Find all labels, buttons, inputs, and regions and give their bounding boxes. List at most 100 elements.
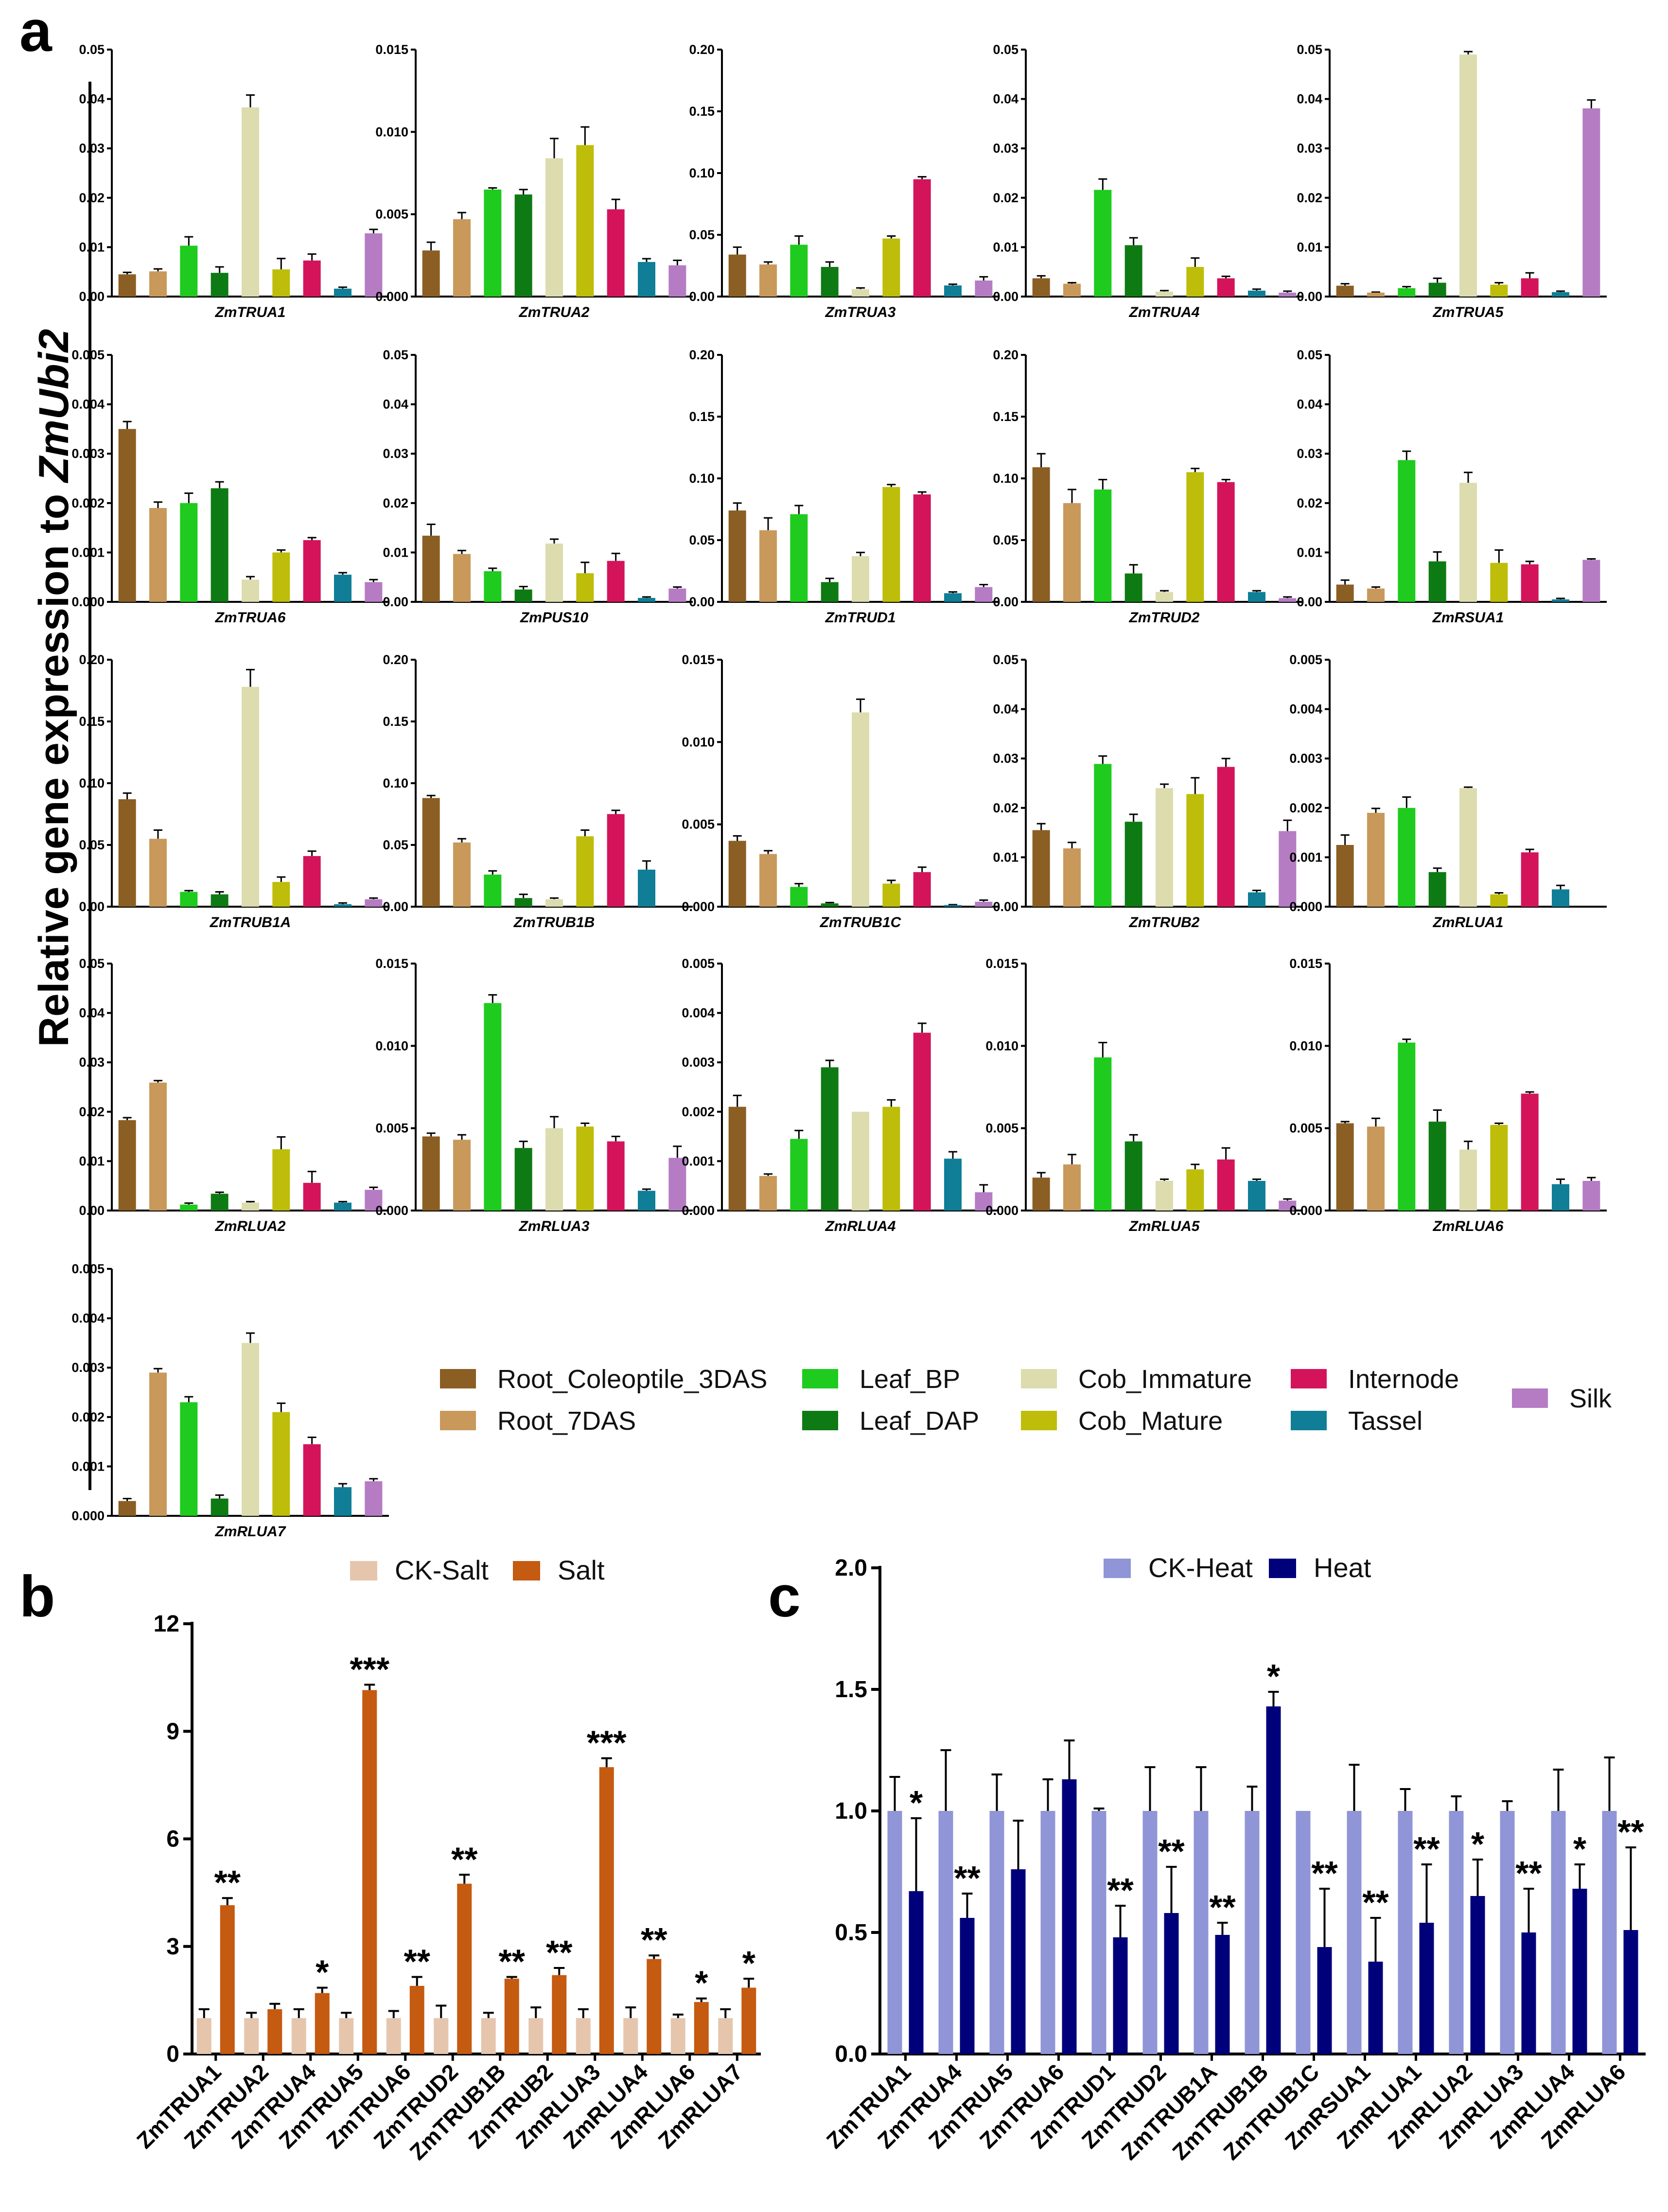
y-tick-label: 0.010 [682,735,715,749]
bar-Cob_Mature [272,882,290,907]
bar-Heat [1317,1947,1332,2054]
y-tick-label: 0.00 [1297,289,1322,304]
y-tick-label: 0.03 [79,1055,105,1070]
y-tick-label: 0.03 [79,141,105,156]
bar-Internode [1217,278,1235,297]
y-tick-label: 0.004 [71,1311,105,1326]
panel-b-salt-chart: 036912**ZmTRUA1ZmTRUA2*ZmTRUA4***ZmTRUA5… [132,1555,761,2165]
y-tick-label: 0.02 [993,801,1018,815]
y-tick-label: 0.000 [71,595,105,609]
group-ZmTRUA1: *ZmTRUA1 [822,1776,924,2153]
bar-Leaf_BP [1094,1057,1112,1211]
legend-item-Cob_Mature: Cob_Mature [1021,1406,1223,1436]
legend-item-Leaf_DAP: Leaf_DAP [802,1406,979,1436]
y-tick-label: 0.00 [993,899,1018,914]
bar-Root_Coleoptile_3DAS [422,798,440,907]
bar-Salt [457,1883,472,2054]
bar-Cob_Immature [1459,788,1477,907]
y-tick-label: 0.00 [79,899,105,914]
bar-Root_7DAS [759,264,777,297]
legend-swatch [513,1561,540,1580]
y-tick-label: 12 [154,1611,179,1637]
y-tick-label: 0.0 [835,2041,867,2067]
bar-Root_7DAS [453,1140,471,1211]
bar-Internode [607,1141,625,1211]
significance-mark: ** [1617,1813,1644,1851]
gene-label: ZmTRUA2 [518,304,589,320]
gene-label: ZmRLUA2 [214,1218,285,1234]
bar-Cob_Immature [242,686,259,907]
bar-Leaf_BP [1398,1042,1416,1211]
bar-Cob_Immature [545,899,563,907]
gene-chart-ZmTRUA6: 0.000 0.001 0.002 0.003 0.004 0.005 ZmTRUA6 [71,348,389,626]
bar-Heat [1572,1889,1587,2054]
y-tick-label: 0.02 [993,191,1018,205]
significance-mark: ** [499,1942,526,1980]
y-tick-label: 0.001 [71,1459,105,1474]
bar-Root_7DAS [453,842,471,907]
bar-Tassel [638,1191,655,1211]
gene-chart-ZmTRUA4: 0.00 0.01 0.02 0.03 0.04 0.05 ZmTRUA4 [993,42,1303,320]
bar-Leaf_BP [790,514,808,602]
bar-Internode [913,1033,931,1211]
bar-Root_7DAS [149,1372,167,1516]
y-tick-label: 0.01 [993,240,1018,254]
bar-Cob_Mature [1490,1124,1508,1211]
y-tick-label: 0.002 [1289,801,1322,815]
y-tick-label: 0.000 [682,899,715,914]
y-tick-label: 0.00 [79,289,105,304]
legend-item-Root_7DAS: Root_7DAS [440,1406,636,1436]
gene-label: ZmRLUA5 [1128,1218,1200,1234]
bar-Cob_Immature [1459,483,1477,602]
bar-CK-Salt [434,2018,449,2054]
gene-label: ZmTRUA1 [214,304,285,320]
bar-Internode [1217,1159,1235,1211]
bar-Tassel [1552,889,1569,907]
legend-item-CK-Salt: CK-Salt [350,1555,489,1585]
bar-Salt [409,1985,424,2054]
bar-Internode [1217,482,1235,602]
y-tick-label: 0.05 [993,652,1018,667]
y-tick-label: 0.03 [383,446,408,461]
bar-Cob_Immature [545,544,563,602]
y-tick-label: 0.10 [689,471,715,486]
bar-CK-Heat [1602,1811,1617,2054]
significance-mark: ** [1158,1832,1185,1870]
significance-mark: ** [1362,1883,1389,1921]
bar-Tassel [944,285,962,297]
y-tick-label: 0.005 [682,817,715,832]
bar-Root_Coleoptile_3DAS [1336,285,1354,297]
legend-label: Cob_Immature [1078,1365,1252,1394]
bar-Tassel [638,597,655,602]
y-tick-label: 0.000 [71,1509,105,1523]
bar-Heat [1215,1935,1230,2054]
bar-Root_Coleoptile_3DAS [1032,278,1050,297]
bar-CK-Heat [1142,1811,1158,2054]
bar-Heat [1470,1896,1485,2054]
legend-item-Tassel: Tassel [1291,1406,1422,1436]
bar-Cob_Immature [545,1128,563,1211]
panel-a-y-axis-label: Relative gene expression to ZmUbi2 [31,329,77,1047]
bar-CK-Heat [1245,1811,1260,2054]
gene-chart-ZmRLUA3: 0.000 0.005 0.010 0.015 ZmRLUA3 [375,956,693,1234]
bar-CK-Heat [1296,1811,1311,2054]
bar-Silk [975,587,993,602]
y-tick-label: 0.005 [682,956,715,971]
panel-c-heat-chart: 0.00.51.01.52.0*ZmTRUA1**ZmTRUA4ZmTRUA5Z… [822,1552,1646,2165]
bar-Salt [267,2009,282,2054]
y-tick-label: 2.0 [835,1555,867,1581]
y-tick-label: 0.002 [71,496,105,510]
bar-Root_Coleoptile_3DAS [1032,830,1050,907]
legend: CK-Salt Salt [350,1555,605,1585]
bar-Cob_Mature [272,1412,290,1516]
bar-Leaf_DAP [1428,561,1446,602]
bar-Root_Coleoptile_3DAS [728,254,746,297]
bar-Silk [365,233,383,297]
bar-Cob_Mature [882,487,900,602]
bar-Root_Coleoptile_3DAS [422,250,440,297]
bar-Tassel [638,869,655,907]
bar-Leaf_DAP [1124,245,1142,297]
significance-mark: * [742,1944,756,1982]
y-tick-label: 0.05 [383,348,408,362]
bar-Cob_Immature [852,289,869,297]
